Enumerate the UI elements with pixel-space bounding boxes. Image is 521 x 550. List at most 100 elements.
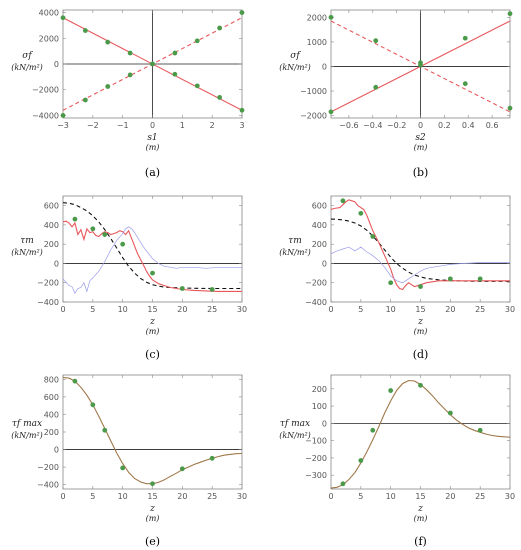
x-tick-label: 0 — [418, 121, 423, 130]
chart-panel-e: 0 5 10 15 20 25 30 −400 −200 0 200 400 600 800 z(m) τf … — [11, 374, 247, 548]
x-axis-unit: (m) — [146, 143, 160, 152]
y-tick-label: 600 — [312, 202, 327, 211]
plot-area — [331, 379, 510, 489]
x-axis-unit: (m) — [414, 514, 428, 523]
data-point — [340, 481, 346, 487]
data-point — [127, 72, 133, 78]
data-point — [194, 38, 200, 44]
y-tick-label: 200 — [44, 428, 59, 437]
x-tick-label: 25 — [475, 305, 485, 314]
y-tick-label: 200 — [312, 385, 327, 394]
x-tick-label: 0 — [60, 492, 65, 501]
data-point — [102, 232, 108, 237]
x-tick-label: 20 — [445, 492, 455, 501]
x-tick-label: 15 — [147, 492, 157, 501]
x-tick-label: 3 — [239, 121, 244, 130]
x-axis-unit: (m) — [146, 327, 160, 336]
y-tick-label: 400 — [44, 410, 59, 419]
x-tick-label: 5 — [358, 305, 363, 314]
y-axis-unit: (kN/m²) — [279, 431, 311, 440]
data-point — [340, 198, 346, 204]
x-tick-label: −3 — [57, 121, 69, 130]
data-point — [328, 109, 334, 115]
x-tick-label: 25 — [207, 492, 217, 501]
data-point — [150, 270, 155, 276]
y-tick-label: 0 — [54, 60, 59, 69]
data-point — [462, 81, 468, 87]
y-axis-unit: (kN/m²) — [11, 63, 43, 72]
data-point — [72, 378, 78, 384]
x-tick-label: −0.2 — [387, 121, 406, 130]
data-point — [60, 15, 66, 21]
x-tick-label: 0 — [328, 305, 333, 314]
x-tick-label: 30 — [237, 305, 247, 314]
y-tick-label: −100 — [305, 437, 327, 446]
panel-caption: (a) — [145, 166, 160, 179]
x-axis-unit: (m) — [414, 327, 428, 336]
x-tick-label: 0.6 — [486, 121, 499, 130]
data-point — [239, 107, 245, 113]
y-tick-label: −1000 — [300, 87, 327, 96]
y-tick-label: 200 — [44, 240, 59, 249]
series-line-red — [331, 199, 510, 291]
data-point — [462, 35, 468, 41]
data-point — [127, 50, 133, 56]
y-tick-label: 2000 — [307, 13, 327, 22]
data-point — [388, 388, 394, 393]
y-tick-label: 200 — [312, 240, 327, 249]
series-line-olive — [331, 379, 510, 489]
x-tick-label: 20 — [177, 305, 187, 314]
data-point — [105, 39, 111, 45]
x-tick-label: −0.4 — [363, 121, 382, 130]
x-axis-label: z — [149, 504, 155, 514]
series-line-blue — [331, 246, 510, 284]
x-tick-label: 10 — [118, 305, 128, 314]
data-point — [194, 83, 200, 89]
data-point — [60, 113, 66, 118]
y-tick-label: 0 — [322, 419, 327, 428]
data-point — [373, 84, 379, 90]
data-point — [179, 466, 185, 472]
data-point — [418, 284, 423, 289]
x-tick-label: 0 — [150, 121, 155, 130]
y-tick-label: −400 — [37, 298, 59, 307]
data-point — [358, 210, 364, 216]
y-tick-label: 2000 — [39, 34, 59, 43]
y-axis-label: τf max — [12, 419, 42, 429]
panel-caption: (e) — [145, 535, 160, 548]
data-point — [172, 50, 178, 56]
panel-caption: (c) — [145, 348, 160, 361]
y-tick-label: 0 — [54, 259, 59, 268]
data-point — [90, 226, 96, 232]
x-tick-label: −1 — [117, 121, 129, 130]
panel-caption: (d) — [413, 348, 429, 361]
x-tick-label: 25 — [207, 305, 217, 314]
data-point — [373, 38, 379, 44]
x-axis-label: z — [149, 317, 155, 327]
data-point — [447, 276, 453, 282]
x-tick-label: 30 — [505, 492, 515, 501]
data-point — [328, 14, 334, 20]
y-tick-label: −200 — [305, 279, 327, 288]
data-point — [358, 458, 364, 463]
x-tick-label: 30 — [505, 305, 515, 314]
plot-frame — [62, 374, 243, 490]
data-point — [447, 410, 453, 416]
y-tick-label: −2000 — [32, 86, 59, 95]
x-axis-unit: (m) — [146, 514, 160, 523]
x-tick-label: −0.6 — [339, 121, 358, 130]
plot-area — [63, 377, 242, 485]
x-tick-label: 30 — [237, 492, 247, 501]
series-line-black — [331, 218, 510, 282]
data-point — [217, 25, 223, 31]
y-tick-label: −400 — [37, 481, 59, 490]
y-tick-label: 100 — [312, 402, 327, 411]
x-tick-label: 5 — [90, 492, 95, 501]
chart-panel-a: −3 −2 −1 0 1 2 3 −4000 −2000 0 2000 4000 s1(m) σf (kN/… — [11, 9, 244, 179]
chart-panel-f: 0 5 10 15 20 25 30 −300 −200 −100 0 100 200 z(m) τf ma… — [279, 374, 515, 548]
x-tick-label: 20 — [445, 305, 455, 314]
data-point — [217, 95, 223, 100]
chart-panel-b: −0.6 −0.4 −0.2 0 0.2 0.4 0.6 −2000 −1000 0 1000 200… — [279, 9, 513, 179]
x-tick-label: 10 — [118, 492, 128, 501]
data-point — [90, 402, 96, 408]
